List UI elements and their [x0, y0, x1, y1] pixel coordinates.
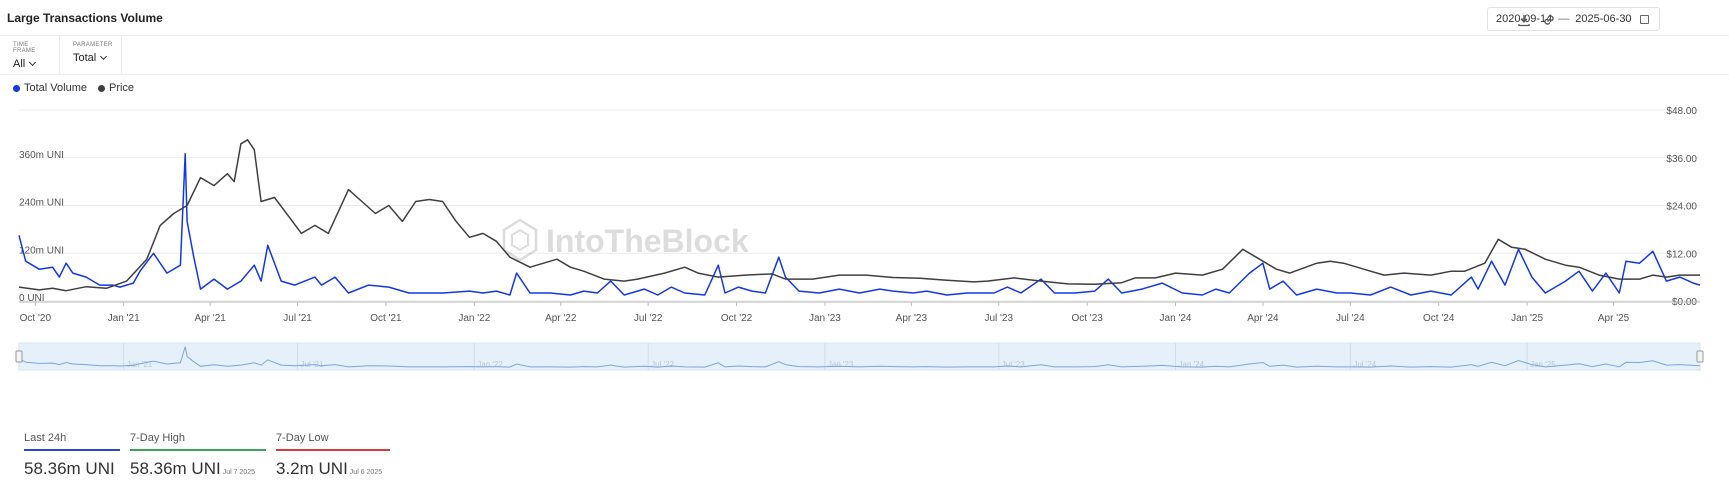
date-range-picker[interactable]: 2020-09-14 — 2025-06-30 [1487, 7, 1660, 31]
legend-label-price: Price [108, 82, 135, 94]
x-tick-label: Jan '22 [458, 313, 490, 324]
x-tick-label: Jul '24 [1336, 313, 1365, 324]
stat-label: Last 24h [24, 432, 67, 444]
chevron-down-icon [100, 52, 108, 61]
stat-last-24h: Last 24h 58.36m UNI [24, 432, 120, 479]
y-axis-left: 0 UNI 120m UNI 240m UNI 360m UNI [19, 150, 64, 304]
navigator-tick-label: Jan '22 [477, 360, 503, 369]
y-right-tick-label: $12.00 [1666, 249, 1697, 260]
x-tick-label: Apr '21 [194, 313, 226, 324]
chart-legend: Total Volume Price [13, 82, 134, 94]
grid-lines [19, 109, 1700, 302]
navigator-tick-label: Jan '25 [1530, 360, 1556, 369]
x-tick-label: Oct '22 [721, 313, 753, 324]
stat-7day-low: 7-Day Low 3.2m UNI Jul 6 2025 [276, 432, 390, 479]
stat-value: 58.36m UNI [24, 459, 115, 478]
navigator-tick-label: Jan '24 [1179, 360, 1205, 369]
parameter-label: PARAMETER [73, 42, 113, 48]
navigator-handle-right[interactable] [1696, 350, 1704, 363]
x-tick-label: Jan '24 [1160, 313, 1192, 324]
x-tick-label: Apr '22 [545, 313, 577, 324]
x-tick-label: Apr '25 [1598, 313, 1630, 324]
time-frame-label: TIME FRAME [13, 42, 36, 54]
navigator-tick-label: Jan '21 [127, 360, 153, 369]
header-divider [0, 35, 1729, 36]
stat-label: 7-Day High [130, 432, 186, 444]
date-to: 2025-06-30 [1575, 13, 1632, 25]
legend-item-price[interactable]: Price [97, 82, 135, 94]
legend-label-total-volume: Total Volume [24, 82, 87, 94]
x-tick-label: Apr '24 [1247, 313, 1279, 324]
stat-value: 3.2m UNI [276, 459, 348, 478]
stats-row: Last 24h 58.36m UNI 7-Day High 58.36m UN… [24, 432, 390, 479]
x-tick-label: Oct '23 [1071, 313, 1103, 324]
page-title: Large Transactions Volume [7, 11, 163, 25]
watermark: IntoTheBlock [502, 218, 749, 262]
filter-bar: TIME FRAME All PARAMETER Total [0, 36, 122, 74]
stat-value: 58.36m UNI [130, 459, 221, 478]
navigator-tick-label: Jul '22 [651, 360, 674, 369]
download-icon[interactable] [1516, 12, 1532, 28]
watermark-text: IntoTheBlock [546, 223, 749, 259]
navigator-line [18, 346, 1701, 368]
navigator-tick-label: Jan '23 [828, 360, 854, 369]
stat-7day-high: 7-Day High 58.36m UNI Jul 7 2025 [130, 432, 266, 479]
calendar-icon [1639, 14, 1649, 24]
x-axis: Oct '20 Jan '21 Apr '21 Jul '21 Oct '21 Jan '… [19, 301, 1700, 324]
stat-underline [130, 449, 266, 451]
y-left-tick-label: 0 UNI [19, 293, 45, 304]
time-frame-value: All [13, 58, 26, 70]
x-tick-label: Oct '20 [20, 313, 52, 324]
legend-dot-total-volume [13, 84, 20, 92]
stat-date: Jul 7 2025 [222, 469, 256, 476]
x-tick-label: Jul '22 [634, 313, 663, 324]
stat-underline [276, 449, 390, 451]
total-volume-line [18, 153, 1701, 296]
date-separator: — [1558, 13, 1570, 25]
filter-divider [0, 74, 1729, 75]
range-navigator[interactable]: Jan '21 Jul '21 Jan '22 Jul '22 Jan '23 Jul '… [15, 342, 1704, 371]
navigator-background [18, 342, 1701, 371]
stat-underline [24, 449, 120, 451]
y-left-tick-label: 120m UNI [19, 245, 64, 256]
legend-dot-price [97, 84, 105, 92]
y-right-tick-label: $48.00 [1666, 106, 1697, 117]
stat-label: 7-Day Low [276, 432, 329, 444]
x-tick-label: Oct '24 [1423, 313, 1455, 324]
chevron-down-icon [29, 58, 37, 67]
navigator-tick-label: Jul '23 [1002, 360, 1025, 369]
link-icon[interactable] [1541, 12, 1557, 28]
navigator-handle-left[interactable] [15, 350, 23, 363]
time-frame-filter[interactable]: TIME FRAME All [0, 36, 60, 74]
chart: IntoTheBlock 0 UNI 120m UNI 240m UNI 360m U… [15, 106, 1704, 371]
stat-date: Jul 6 2025 [349, 469, 383, 476]
x-tick-label: Jul '21 [283, 313, 312, 324]
parameter-value: Total [73, 52, 97, 64]
y-right-tick-label: $24.00 [1666, 202, 1697, 213]
x-tick-label: Jan '23 [809, 313, 841, 324]
x-tick-label: Oct '21 [370, 313, 402, 324]
x-tick-label: Jan '21 [108, 313, 140, 324]
parameter-filter[interactable]: PARAMETER Total [60, 36, 122, 74]
x-tick-label: Jan '25 [1511, 313, 1543, 324]
y-left-tick-label: 360m UNI [19, 150, 64, 161]
chart-lines [18, 139, 1701, 296]
navigator-tick-label: Jul '24 [1353, 360, 1376, 369]
legend-item-total-volume[interactable]: Total Volume [13, 82, 87, 94]
price-line [18, 139, 1700, 292]
y-right-tick-label: $36.00 [1666, 154, 1697, 165]
x-tick-label: Jul '23 [984, 313, 1013, 324]
y-left-tick-label: 240m UNI [19, 198, 64, 209]
x-tick-label: Apr '23 [896, 313, 928, 324]
